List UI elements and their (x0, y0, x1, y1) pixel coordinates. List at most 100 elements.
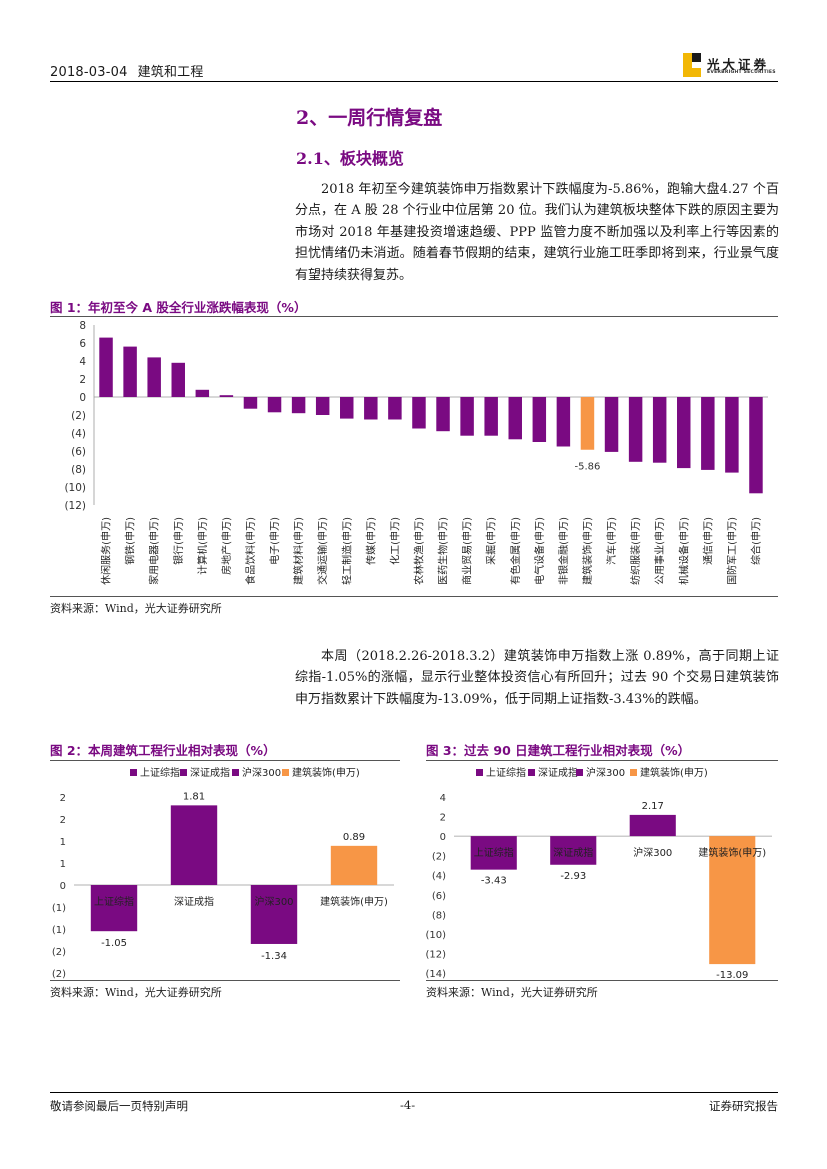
category-label: 上证综指 (474, 846, 514, 859)
bar-7 (243, 397, 258, 409)
logo-text-en: EVERBRIGHT SECURITIES (707, 70, 776, 75)
bar-14 (412, 397, 426, 429)
category-label: 建筑装饰(申万) (320, 895, 388, 908)
footer-disclaimer: 敬请参阅最后一页特别声明 (50, 1099, 188, 1113)
bar-5 (195, 389, 210, 397)
legend-swatch (232, 769, 239, 776)
y-tick-label: 2 (60, 793, 66, 804)
bar-23 (628, 397, 643, 462)
value-label: 1.81 (183, 791, 205, 802)
value-label: -13.09 (716, 970, 748, 980)
legend-label: 深证成指 (190, 766, 230, 779)
y-tick-label: 4 (440, 793, 446, 804)
page-number: -4- (400, 1098, 416, 1112)
bar-9 (291, 397, 306, 414)
footer-divider (50, 1092, 778, 1093)
paragraph-weekly-performance: 本周（2018.2.26-2018.3.2）建筑装饰申万指数上涨 0.89%，高… (295, 649, 779, 707)
legend-swatch (630, 769, 637, 776)
bar-10 (315, 397, 330, 415)
figure-2-bottom-rule (50, 980, 400, 981)
y-tick-label: (4) (432, 871, 446, 882)
chart-weekly-relative: 上证综指 深证成指 沪深300 建筑装饰(申万)22110(1)(1)(2)(2)上证… (52, 766, 394, 980)
bar-28 (749, 397, 763, 494)
footer-report-type: 证券研究报告 (709, 1099, 778, 1113)
y-tick-label: (8) (432, 910, 446, 921)
figure-3-source: 资料来源：Wind，光大证券研究所 (426, 986, 598, 999)
value-label: -1.34 (261, 951, 287, 962)
bar-1 (470, 836, 517, 870)
y-tick-label: 6 (79, 338, 86, 350)
bar-4 (171, 362, 185, 397)
section-subtitle: 2.1、板块概览 (296, 149, 404, 168)
x-tick-label: 电气设备(申万) (533, 517, 546, 585)
x-tick-label: 房地产(申万) (220, 517, 233, 575)
bar-3 (250, 885, 298, 944)
logo-mark-icon (683, 53, 701, 77)
y-tick-label: (2) (432, 852, 446, 863)
x-tick-label: 传媒(申万) (364, 517, 377, 565)
bar-11 (340, 397, 354, 419)
x-tick-label: 纺织服装(申万) (629, 517, 642, 585)
y-tick-label: 0 (440, 832, 446, 843)
bar-16 (460, 397, 474, 436)
x-tick-label: 建筑装饰(申万) (581, 517, 594, 585)
bar-24 (652, 397, 667, 463)
chart-ytd-industry-returns: 8 6 4 2 0 (2) (4) (6) (8) (10) (12) 休闲服务(申万) 钢铁(申万) 家… (64, 320, 768, 585)
bar-2 (170, 805, 218, 885)
report-industry: 建筑和工程 (137, 65, 204, 80)
y-tick-label: 2 (440, 813, 446, 824)
header-divider (50, 81, 778, 82)
y-tick-label: (10) (64, 482, 86, 494)
bar-19 (532, 397, 547, 442)
bar-1 (90, 885, 138, 932)
y-tick-label: 1 (60, 859, 66, 870)
chart-90day-relative: 上证综指 深证成指 沪深300 建筑装饰(申万)420(2)(4)(6)(8)(10)… (426, 766, 772, 980)
legend-swatch (282, 769, 289, 776)
x-tick-label: 机械设备(申万) (677, 517, 690, 585)
category-label: 上证综指 (94, 895, 134, 908)
category-label: 沪深300 (254, 895, 293, 908)
category-label: 沪深300 (633, 846, 672, 859)
x-tick-label: 商业贸易(申万) (461, 517, 474, 585)
figure-1-top-rule (50, 316, 778, 317)
company-logo: 光大证券 EVERBRIGHT SECURITIES (683, 53, 779, 79)
category-label: 深证成指 (553, 846, 593, 859)
y-tick-label: (2) (52, 969, 66, 980)
x-tick-label: 轻工制造(申万) (340, 517, 353, 585)
x-tick-label: 农林牧渔(申万) (412, 517, 425, 585)
x-tick-label: 汽车(申万) (605, 517, 618, 565)
logo-text-cn: 光大证券 (707, 57, 770, 72)
bar-2 (123, 346, 137, 397)
bar-25 (677, 397, 691, 469)
value-label: 2.17 (642, 801, 664, 812)
report-header: 2018-03-04 建筑和工程 (50, 61, 204, 80)
figure-1-source: 资料来源：Wind，光大证券研究所 (50, 602, 222, 615)
bar-18 (508, 397, 522, 440)
value-label: 0.89 (343, 832, 365, 843)
x-tick-label: 公用事业(申万) (653, 517, 666, 585)
figure-1-title: 图 1：年初至今 A 股全行业涨跌幅表现（%） (50, 300, 307, 315)
legend-label: 深证成指 (538, 766, 578, 779)
section-title: 2、一周行情复盘 (296, 107, 443, 129)
x-tick-label: 国防军工(申万) (725, 517, 738, 585)
y-tick-label: (10) (426, 930, 446, 941)
figure-2-top-rule (50, 760, 400, 761)
y-tick-label: 2 (79, 374, 86, 386)
value-label: -3.43 (481, 876, 507, 887)
y-tick-label: (12) (426, 949, 446, 960)
y-tick-label: 0 (79, 392, 86, 404)
bar-17 (484, 397, 498, 436)
legend-label: 沪深300 (242, 766, 281, 779)
legend-label: 建筑装饰(申万) (292, 766, 360, 779)
bar-2 (550, 836, 597, 865)
y-tick-label: (12) (64, 500, 86, 512)
y-tick-label: 4 (79, 356, 86, 368)
x-tick-label: 通信(申万) (701, 517, 714, 565)
x-tick-label: 交通运输(申万) (316, 517, 329, 585)
x-tick-label: 化工(申万) (388, 517, 401, 565)
y-tick-label: (1) (52, 925, 66, 936)
y-tick-label: (2) (52, 947, 66, 958)
bar-6 (219, 395, 234, 397)
bar-26 (701, 397, 715, 470)
paragraph-ytd-performance: 2018 年初至今建筑装饰申万指数累计下跌幅度为-5.86%，跑输大盘4.27 … (295, 182, 779, 283)
